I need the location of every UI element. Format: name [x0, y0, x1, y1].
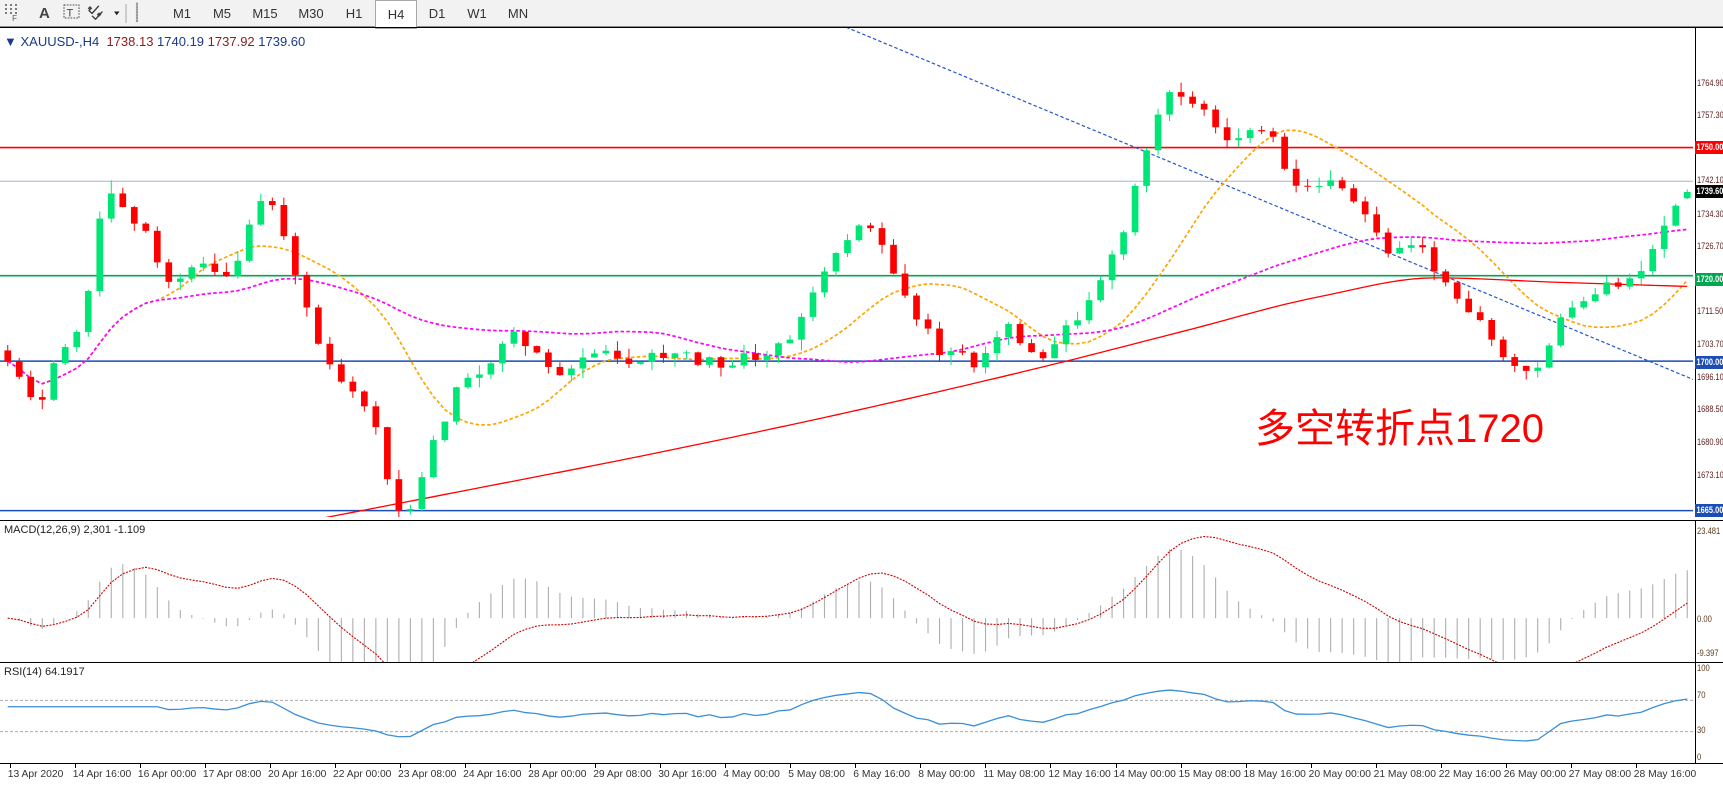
- svg-text:A: A: [39, 5, 50, 22]
- svg-text:T: T: [67, 8, 74, 20]
- svg-text:F: F: [12, 14, 17, 23]
